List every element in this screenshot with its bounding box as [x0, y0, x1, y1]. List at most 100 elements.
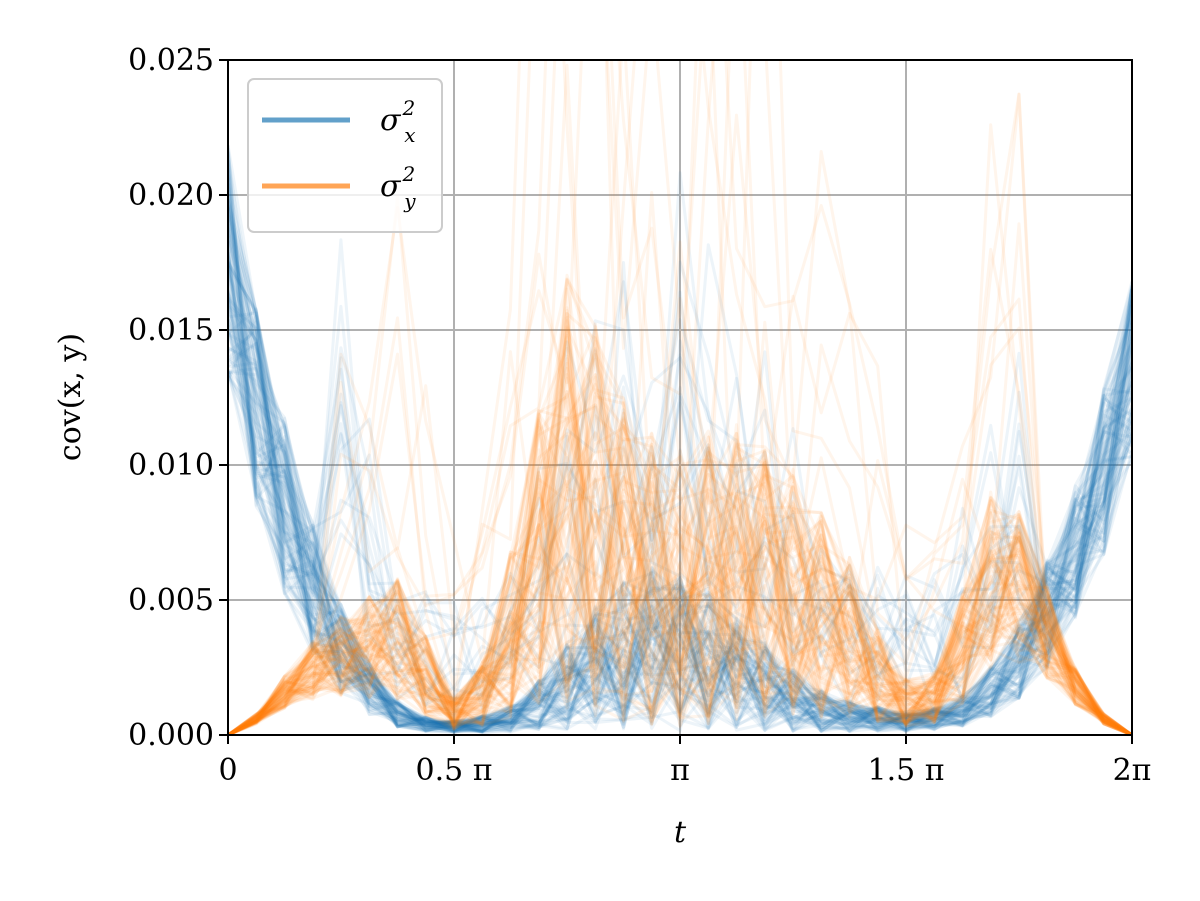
ensemble-line — [228, 205, 1132, 733]
ensemble-line — [228, 400, 1132, 735]
ensemble-line — [228, 151, 1132, 734]
ensemble-line — [228, 316, 1132, 735]
ensemble-line — [228, 392, 1132, 735]
ensemble-line — [228, 182, 1132, 710]
ensemble-line — [228, 281, 1132, 734]
ensemble-line — [228, 448, 1132, 735]
ensemble-line — [228, 332, 1132, 730]
ensemble-line — [228, 479, 1132, 735]
ensemble-line — [228, 431, 1132, 735]
ensemble-line — [228, 459, 1132, 735]
ensemble-line — [228, 285, 1132, 733]
ensemble-line — [228, 304, 1132, 733]
ensemble-line — [228, 458, 1132, 735]
ensemble-line — [228, 368, 1132, 733]
ensemble-line — [228, 256, 1132, 732]
ensemble-line — [228, 300, 1132, 733]
ensemble-line — [228, 358, 1132, 732]
ensemble-line — [228, 373, 1132, 733]
ensemble-line — [228, 260, 1132, 717]
legend-subscript: x — [404, 123, 415, 147]
ensemble-line — [228, 183, 1132, 731]
ensemble-line — [228, 160, 1132, 731]
ensemble-line — [228, 318, 1132, 734]
ensemble-line — [228, 145, 1132, 733]
ensemble-line — [228, 446, 1132, 735]
ensemble-line — [228, 254, 1132, 734]
ensemble-line — [228, 523, 1132, 735]
ensemble-line — [228, 373, 1132, 735]
ensemble-line — [228, 488, 1132, 735]
ensemble-line — [228, 225, 1132, 729]
x-axis-label: t — [674, 815, 687, 850]
ensemble-line — [228, 294, 1132, 730]
ensemble-line — [228, 339, 1132, 731]
ensemble-line — [228, 211, 1132, 678]
y-tick-label: 0.020 — [128, 178, 214, 213]
axis-ticks: 0 0.5 π π 1.5 π 2π 0.000 0.005 0.010 0.015 0.020 0… — [128, 43, 1151, 788]
ensemble-line — [228, 411, 1132, 735]
ensemble-line — [228, 312, 1132, 735]
ensemble-line — [228, 271, 1132, 732]
ensemble-line — [228, 60, 1132, 735]
ensemble-line — [228, 290, 1132, 706]
ensemble-line — [228, 325, 1132, 735]
ensemble-line — [228, 318, 1132, 733]
ensemble-line — [228, 403, 1132, 735]
ensemble-line — [228, 224, 1132, 733]
ensemble-line — [228, 414, 1132, 735]
ensemble-line — [228, 366, 1132, 735]
legend-superscript: 2 — [401, 162, 415, 186]
ensemble-line — [228, 60, 1132, 735]
ensemble-line — [228, 481, 1132, 735]
y-axis-label: cov(x, y) — [53, 333, 88, 461]
ensemble-line — [228, 215, 1132, 734]
ensemble-line — [228, 405, 1132, 735]
series-sigma-y-squared — [228, 60, 1132, 735]
ensemble-line — [228, 264, 1132, 734]
ensemble-line — [228, 238, 1132, 681]
ensemble-line — [228, 318, 1132, 733]
ensemble-line — [228, 444, 1132, 735]
ensemble-line — [228, 159, 1132, 711]
ensemble-line — [228, 227, 1132, 726]
ensemble-line — [228, 430, 1132, 735]
ensemble-line — [228, 269, 1132, 735]
ensemble-line — [228, 206, 1132, 733]
ensemble-line — [228, 357, 1132, 735]
ensemble-line — [228, 388, 1132, 735]
ensemble-line — [228, 332, 1132, 733]
ensemble-line — [228, 390, 1132, 735]
ensemble-line — [228, 310, 1132, 734]
ensemble-line — [228, 223, 1132, 730]
x-tick-label: 0 — [218, 753, 237, 788]
ensemble-line — [228, 322, 1132, 735]
ensemble-line — [228, 346, 1132, 735]
ensemble-line — [228, 409, 1132, 735]
ensemble-line — [228, 228, 1132, 733]
ensemble-line — [228, 289, 1132, 730]
ensemble-line — [228, 60, 1132, 735]
ensemble-line — [228, 200, 1132, 733]
ensemble-line — [228, 361, 1132, 735]
ensemble-line — [228, 306, 1132, 735]
ensemble-line — [228, 60, 1132, 735]
series-sigma-x-squared — [228, 145, 1132, 735]
ensemble-line — [228, 335, 1132, 735]
ensemble-line — [228, 305, 1132, 732]
ensemble-line — [228, 60, 1132, 735]
ensemble-line — [228, 450, 1132, 735]
ensemble-line — [228, 249, 1132, 701]
ensemble-line — [228, 280, 1132, 697]
ensemble-line — [228, 425, 1132, 735]
ensemble-line — [228, 326, 1132, 732]
ensemble-line — [228, 324, 1132, 733]
y-tick-label: 0.015 — [128, 313, 214, 348]
ensemble-line — [228, 463, 1132, 735]
ensemble-line — [228, 294, 1132, 730]
ensemble-line — [228, 145, 1132, 734]
ensemble-line — [228, 250, 1132, 732]
ensemble-line — [228, 290, 1132, 729]
